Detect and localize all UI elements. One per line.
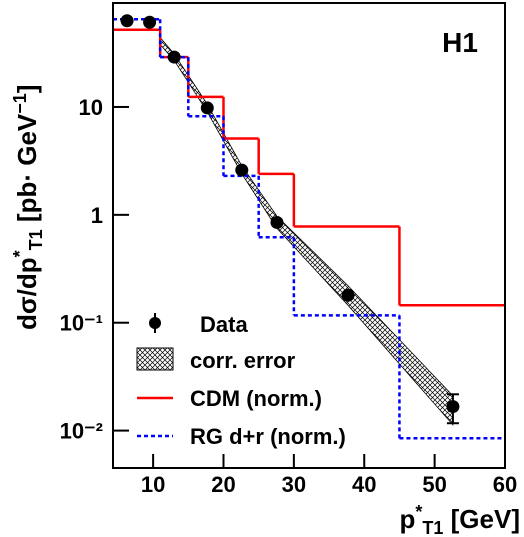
x-tick-label: 30: [282, 472, 306, 497]
y-tick-label: 1: [91, 203, 103, 228]
data-point: [446, 400, 460, 414]
data-point: [167, 50, 181, 64]
data-point: [270, 215, 284, 229]
x-axis-label: p*T1 [GeV]: [400, 502, 521, 537]
legend-symbol: [136, 347, 174, 371]
chart-title: H1: [442, 27, 478, 58]
x-tick-label: 40: [352, 472, 376, 497]
data-point: [120, 14, 134, 28]
histogram: [113, 28, 505, 307]
legend-label: Data: [200, 312, 248, 337]
data-point: [235, 163, 249, 177]
x-tick-label: 20: [211, 472, 235, 497]
x-tick-label: 50: [422, 472, 446, 497]
plot-frame: [112, 2, 506, 469]
data-point: [143, 15, 157, 29]
legend-label: RG d+r (norm.): [190, 424, 346, 449]
data-point: [341, 288, 355, 302]
data-point: [200, 101, 214, 115]
y-tick-label: 10⁻¹: [60, 311, 103, 336]
y-tick-label: 10: [79, 95, 103, 120]
y-tick-label: 10⁻²: [60, 419, 103, 444]
x-tick-label: 10: [141, 472, 165, 497]
y-axis-label: dσ/dp*T1 [pb· GeV−1]: [10, 85, 46, 330]
error-band: [159, 36, 454, 426]
histogram: [113, 18, 505, 440]
legend-label: corr. error: [190, 348, 296, 373]
x-tick-label: 60: [493, 472, 517, 497]
legend-label: CDM (norm.): [190, 386, 322, 411]
